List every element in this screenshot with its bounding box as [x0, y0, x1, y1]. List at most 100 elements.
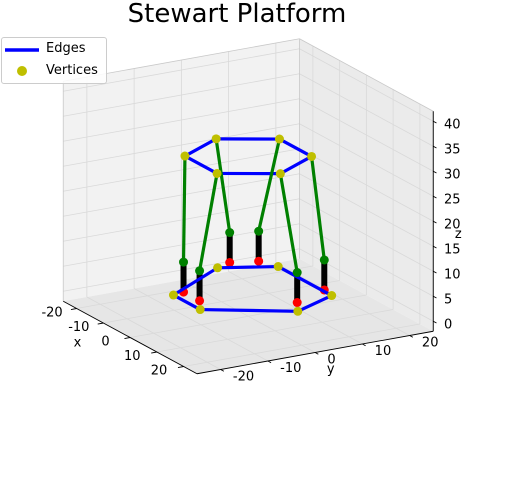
leg-joint — [179, 257, 189, 267]
base-edge — [296, 293, 334, 313]
y-tick — [362, 343, 366, 347]
base-edge — [276, 264, 334, 298]
z-tick — [433, 295, 437, 299]
y-tick-label: -20 — [233, 370, 254, 385]
grid-line — [63, 98, 300, 142]
actuator-joint — [195, 296, 205, 306]
actuator-joint — [292, 298, 302, 308]
legend-entry-vertices: Vertices — [2, 62, 106, 80]
legend-vertices-label: Vertices — [46, 63, 98, 78]
z-tick-label: 40 — [444, 117, 461, 132]
leg — [181, 156, 187, 263]
x-tick-label: 20 — [151, 363, 168, 378]
actuator-joint — [254, 256, 264, 266]
grid-line — [299, 48, 434, 122]
grid-line — [181, 279, 316, 353]
platform-vertex — [274, 134, 284, 144]
grid-line — [86, 296, 221, 370]
z-tick — [433, 245, 437, 249]
base-vertex — [213, 263, 223, 273]
grid-line — [299, 123, 434, 197]
legend: Edges Vertices — [1, 37, 107, 84]
x-tick-label: 10 — [124, 349, 141, 364]
chart-title: Stewart Platform — [127, 0, 347, 29]
platform-vertex — [307, 151, 317, 161]
x-tick — [124, 337, 131, 339]
base-edge — [215, 264, 280, 270]
grid-line — [63, 123, 300, 167]
grid-line — [63, 148, 300, 192]
platform-vertex — [212, 168, 222, 178]
base-edge — [198, 307, 300, 313]
y-tick-label: 10 — [375, 344, 392, 359]
y-tick-label: 0 — [327, 353, 335, 368]
pane-edge — [299, 38, 434, 112]
y-tick — [220, 369, 225, 372]
legend-vertices-swatch — [17, 66, 27, 76]
grid-line — [299, 148, 434, 222]
actuator-joint — [225, 258, 235, 268]
x-tick — [70, 308, 77, 310]
leg — [309, 156, 326, 261]
x-tick — [97, 322, 104, 325]
leg — [214, 138, 232, 233]
leg-joint — [254, 226, 264, 236]
y-tick — [314, 352, 319, 355]
grid-line — [63, 198, 300, 242]
z-tick-label: 10 — [444, 267, 461, 282]
grid-line — [133, 288, 269, 362]
leg-joint — [292, 268, 302, 278]
x-tick-label: -20 — [41, 305, 62, 320]
x-tick-label: -10 — [68, 320, 89, 335]
leg-joint — [195, 266, 205, 276]
base-vertex — [293, 306, 303, 316]
grid-line — [299, 98, 434, 172]
platform-edge — [277, 137, 314, 159]
grid-line — [299, 73, 434, 147]
platform-edge — [183, 154, 219, 176]
legend-edges-label: Edges — [46, 41, 86, 56]
y-axis-label: y — [327, 362, 335, 377]
z-tick-label: 30 — [444, 167, 461, 182]
z-tick — [433, 270, 437, 274]
leg-joint — [225, 228, 235, 238]
z-tick-label: 15 — [444, 242, 461, 257]
base-vertex — [273, 262, 283, 272]
platform-vertex — [180, 151, 190, 161]
y-tick — [267, 360, 272, 364]
z-tick — [433, 120, 437, 124]
leg — [257, 138, 282, 232]
base-edge — [171, 266, 220, 297]
x-axis-label: x — [74, 336, 82, 351]
grid-line — [63, 173, 300, 217]
leg — [278, 173, 299, 273]
leg-joint — [319, 255, 329, 265]
base-edge — [171, 293, 202, 312]
z-tick-label: 0 — [444, 317, 452, 332]
z-tick — [433, 220, 437, 224]
legend-entry-edges: Edges — [2, 40, 106, 58]
z-tick-label: 35 — [444, 142, 461, 157]
z-axis-label: z — [455, 227, 462, 242]
platform-edge — [278, 154, 314, 176]
z-tick-label: 5 — [444, 292, 452, 307]
legend-edges-swatch — [5, 48, 39, 52]
grid-line — [299, 198, 434, 272]
grid-line — [299, 173, 434, 247]
platform-vertex — [211, 134, 221, 144]
z-tick — [433, 195, 437, 199]
y-tick — [409, 335, 414, 338]
base-vertex — [327, 291, 337, 301]
z-tick — [433, 145, 437, 149]
grid-line — [63, 73, 300, 117]
leg — [198, 173, 219, 272]
x-tick-label: 0 — [101, 334, 109, 349]
platform-vertex — [275, 169, 285, 179]
z-tick — [433, 320, 437, 324]
z-tick-label: 25 — [444, 192, 461, 207]
base-vertex — [195, 305, 205, 315]
z-tick — [433, 170, 437, 174]
y-tick-label: -10 — [280, 361, 301, 376]
